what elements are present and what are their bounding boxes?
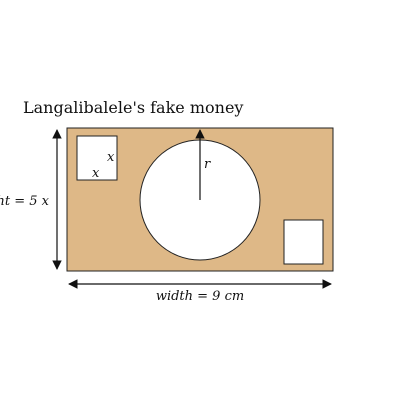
width-label: width = 9 cm bbox=[156, 289, 244, 304]
square-side-label-bottom: x bbox=[92, 166, 100, 181]
diagram-title: Langalibalele's fake money bbox=[23, 98, 243, 117]
square-hole-bottom-right bbox=[283, 219, 324, 265]
height-label: height = 5 x bbox=[0, 194, 50, 209]
square-hole-top-left bbox=[76, 135, 118, 181]
radius-label: r bbox=[204, 157, 211, 172]
square-side-label-right: x bbox=[107, 150, 115, 165]
